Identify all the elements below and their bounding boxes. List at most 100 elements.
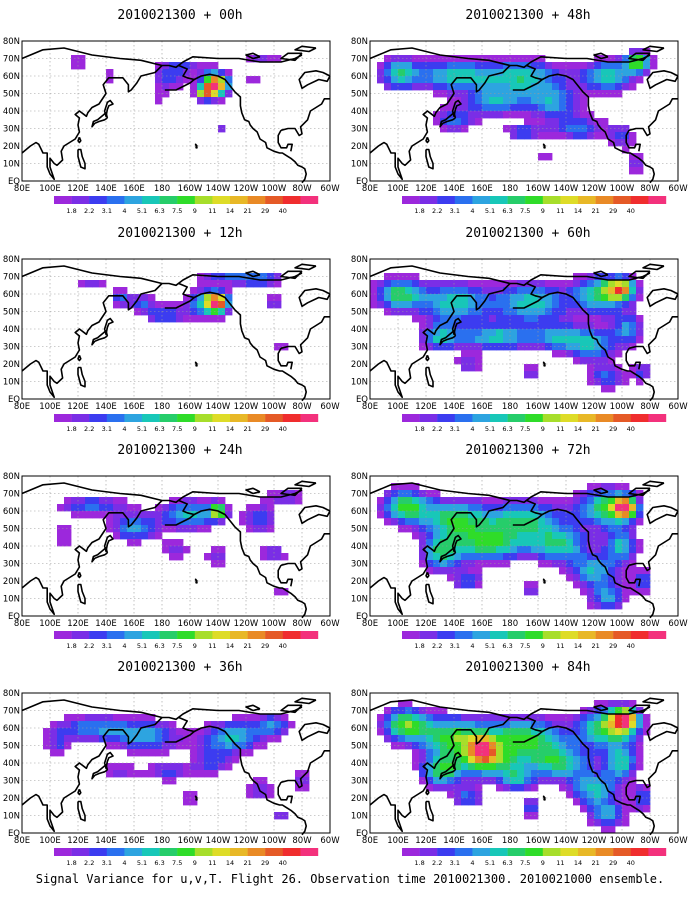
variance-cell	[162, 308, 170, 316]
variance-cell	[573, 357, 581, 365]
variance-cell	[559, 329, 567, 337]
variance-cell	[524, 777, 532, 785]
variance-cell	[267, 511, 275, 519]
variance-cell	[475, 62, 483, 70]
variance-cell	[587, 749, 595, 757]
variance-cell	[552, 777, 560, 785]
variance-cell	[232, 280, 240, 288]
variance-cell	[587, 728, 595, 736]
variance-cell	[106, 497, 114, 505]
variance-cell	[496, 560, 504, 568]
variance-cell	[211, 756, 219, 764]
variance-cell	[580, 125, 588, 133]
variance-cell	[433, 90, 441, 98]
variance-cell	[559, 749, 567, 757]
variance-cell	[580, 111, 588, 119]
legend-value: 5.1	[137, 207, 147, 215]
variance-cell	[580, 280, 588, 288]
variance-cell	[461, 294, 469, 302]
variance-cell	[398, 69, 406, 77]
variance-cell	[155, 97, 163, 105]
variance-cell	[580, 805, 588, 813]
variance-cell	[524, 322, 532, 330]
variance-cell	[218, 280, 226, 288]
variance-cell	[601, 511, 609, 519]
coastline-path	[103, 751, 114, 770]
variance-cell	[183, 62, 191, 70]
variance-cell	[636, 511, 644, 519]
variance-cell	[496, 525, 504, 533]
variance-cell	[85, 721, 93, 729]
coastline-path	[593, 704, 609, 712]
panel-title-00h: 2010021300 + 00h	[117, 8, 243, 23]
legend-swatch	[402, 196, 420, 204]
variance-cell	[573, 497, 581, 505]
variance-cell	[503, 749, 511, 757]
variance-cell	[141, 301, 149, 309]
variance-cell	[573, 69, 581, 77]
variance-cell	[573, 111, 581, 119]
legend-value: 7.5	[520, 859, 530, 867]
variance-cell	[531, 301, 539, 309]
variance-cell	[601, 567, 609, 575]
variance-cell	[482, 728, 490, 736]
variance-cell	[587, 518, 595, 526]
variance-cell	[503, 97, 511, 105]
variance-cell	[78, 735, 86, 743]
variance-cell	[398, 525, 406, 533]
variance-cell	[573, 525, 581, 533]
variance-cell	[559, 315, 567, 323]
variance-cell	[113, 742, 121, 750]
variance-cell	[412, 707, 420, 715]
variance-cell	[538, 280, 546, 288]
variance-cell	[440, 497, 448, 505]
variance-cell	[274, 812, 282, 820]
legend-swatch	[177, 631, 195, 639]
variance-cell	[636, 805, 644, 813]
variance-cell	[169, 777, 177, 785]
variance-cell	[538, 777, 546, 785]
variance-cell	[629, 48, 637, 56]
variance-cell	[636, 378, 644, 386]
variance-cell	[622, 76, 630, 84]
variance-cell	[510, 287, 518, 295]
variance-cell	[176, 76, 184, 84]
variance-cell	[608, 308, 616, 316]
coastline-path	[178, 716, 308, 836]
variance-cell	[524, 55, 532, 63]
lon-label: 160E	[123, 836, 145, 846]
variance-cell	[489, 62, 497, 70]
variance-cell	[496, 784, 504, 792]
variance-cell	[510, 728, 518, 736]
variance-cell	[106, 76, 114, 84]
variance-cell	[482, 546, 490, 554]
variance-cell	[524, 301, 532, 309]
legend-value: 21	[591, 425, 599, 433]
variance-cell	[162, 721, 170, 729]
variance-cell	[225, 742, 233, 750]
variance-cell	[426, 749, 434, 757]
variance-cell	[545, 125, 553, 133]
variance-cell	[552, 770, 560, 778]
coastline-path	[439, 764, 457, 780]
variance-cell	[426, 567, 434, 575]
variance-cell	[552, 62, 560, 70]
variance-cell	[155, 76, 163, 84]
legend-value: 2.2	[432, 207, 442, 215]
variance-cell	[559, 336, 567, 344]
variance-cell	[440, 749, 448, 757]
variance-cell	[622, 83, 630, 91]
coastline-path	[194, 795, 198, 801]
variance-cell	[454, 104, 462, 112]
variance-cell	[566, 294, 574, 302]
variance-cell	[412, 83, 420, 91]
variance-cell	[566, 287, 574, 295]
legend-value: 21	[591, 642, 599, 650]
variance-cell	[531, 329, 539, 337]
variance-cell	[615, 504, 623, 512]
variance-cell	[489, 336, 497, 344]
lat-label: 70N	[3, 273, 20, 283]
legend-value: 7.5	[172, 425, 182, 433]
variance-cell	[622, 756, 630, 764]
